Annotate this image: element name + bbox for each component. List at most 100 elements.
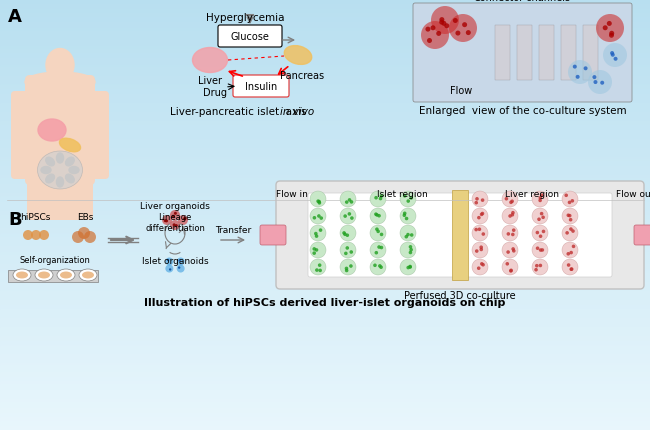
Bar xyxy=(0,323,650,324)
Bar xyxy=(0,259,650,261)
Bar xyxy=(0,332,650,333)
Bar xyxy=(0,312,650,313)
Bar xyxy=(0,93,650,94)
Bar xyxy=(0,399,650,400)
Circle shape xyxy=(313,252,316,255)
Circle shape xyxy=(472,225,488,241)
Text: Drug: Drug xyxy=(203,88,227,98)
Bar xyxy=(0,41,650,42)
Bar xyxy=(0,307,650,308)
Bar xyxy=(0,181,650,183)
Bar xyxy=(0,96,650,97)
FancyBboxPatch shape xyxy=(260,225,286,246)
Bar xyxy=(0,97,650,98)
Bar xyxy=(0,6,650,7)
Bar xyxy=(0,300,650,301)
Bar xyxy=(0,131,650,132)
Circle shape xyxy=(165,258,174,266)
Circle shape xyxy=(370,259,386,275)
Circle shape xyxy=(400,191,416,208)
Circle shape xyxy=(340,259,356,275)
Bar xyxy=(0,12,650,13)
Bar xyxy=(0,286,650,287)
Bar xyxy=(0,383,650,384)
Circle shape xyxy=(370,191,386,208)
Circle shape xyxy=(380,266,383,270)
Bar xyxy=(0,420,650,421)
Bar xyxy=(0,388,650,389)
Ellipse shape xyxy=(57,269,75,281)
Text: Lineage
differentiation: Lineage differentiation xyxy=(145,212,205,233)
Circle shape xyxy=(480,262,484,266)
Circle shape xyxy=(477,216,481,220)
Circle shape xyxy=(568,215,571,218)
Bar xyxy=(0,89,650,90)
Circle shape xyxy=(23,230,33,240)
Bar xyxy=(0,252,650,253)
Bar xyxy=(0,16,650,17)
Bar xyxy=(0,113,650,114)
Circle shape xyxy=(456,31,460,37)
Circle shape xyxy=(380,195,383,198)
Bar xyxy=(0,304,650,305)
Bar xyxy=(0,3,650,4)
Circle shape xyxy=(406,266,410,270)
Bar xyxy=(0,363,650,364)
Bar xyxy=(0,244,650,246)
Bar xyxy=(0,278,650,280)
Circle shape xyxy=(541,249,544,252)
Bar xyxy=(0,62,650,63)
Bar xyxy=(0,1,650,2)
Bar xyxy=(0,334,650,335)
Circle shape xyxy=(310,243,326,258)
Circle shape xyxy=(409,251,412,255)
Circle shape xyxy=(480,246,483,249)
Circle shape xyxy=(340,243,356,258)
Circle shape xyxy=(532,225,548,241)
Circle shape xyxy=(370,243,386,258)
Bar xyxy=(0,272,650,273)
Circle shape xyxy=(504,197,508,201)
Bar xyxy=(0,237,650,239)
Bar xyxy=(0,26,650,27)
Bar xyxy=(0,321,650,322)
Circle shape xyxy=(374,197,378,200)
Text: Pancreas: Pancreas xyxy=(280,71,324,81)
Bar xyxy=(0,401,650,402)
Bar xyxy=(0,30,650,31)
Circle shape xyxy=(571,200,574,203)
Bar xyxy=(0,75,650,76)
Circle shape xyxy=(474,201,478,205)
Bar xyxy=(0,110,650,111)
Circle shape xyxy=(318,264,322,267)
Bar xyxy=(0,290,650,291)
Circle shape xyxy=(477,267,480,270)
Circle shape xyxy=(406,233,410,237)
FancyBboxPatch shape xyxy=(634,225,650,246)
Circle shape xyxy=(609,34,614,39)
Bar xyxy=(0,84,650,85)
Bar xyxy=(0,202,650,203)
Bar xyxy=(0,66,650,67)
Bar xyxy=(0,13,650,14)
Bar xyxy=(0,18,650,19)
Bar xyxy=(0,17,650,18)
Circle shape xyxy=(408,266,412,269)
Bar xyxy=(0,369,650,370)
Circle shape xyxy=(400,243,416,258)
Circle shape xyxy=(441,22,447,27)
Circle shape xyxy=(174,212,177,215)
Circle shape xyxy=(439,21,444,25)
Circle shape xyxy=(536,231,539,235)
Bar xyxy=(0,154,650,155)
Circle shape xyxy=(430,26,436,31)
Circle shape xyxy=(317,200,321,204)
Bar xyxy=(0,416,650,417)
Bar xyxy=(0,153,650,154)
Circle shape xyxy=(539,235,542,239)
Circle shape xyxy=(350,251,353,254)
Bar xyxy=(0,356,650,357)
Bar xyxy=(0,139,650,140)
Bar xyxy=(0,352,650,353)
Circle shape xyxy=(509,270,513,273)
